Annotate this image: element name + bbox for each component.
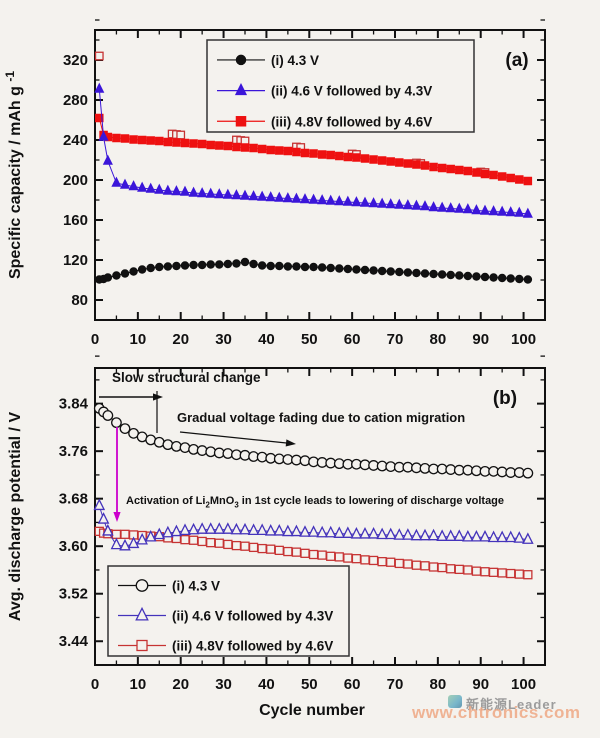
svg-text:3.60: 3.60	[59, 538, 88, 555]
svg-text:3.68: 3.68	[59, 491, 88, 508]
svg-text:30: 30	[215, 331, 232, 348]
svg-text:10: 10	[130, 331, 147, 348]
svg-text:3.44: 3.44	[59, 633, 89, 650]
y-tick-labels: 3.44 3.52 3.60 3.68 3.76 3.84	[59, 396, 89, 651]
legend-label: (ii) 4.6 V followed by 4.3V	[271, 84, 432, 99]
series--i-4.3-v	[93, 402, 534, 479]
legend-label: (iii) 4.8V followed by 4.6V	[271, 114, 432, 129]
y-axis-title-a: Specific capacity / mAh g -1	[3, 71, 24, 279]
svg-text:70: 70	[387, 676, 404, 693]
svg-text:40: 40	[258, 676, 275, 693]
svg-text:50: 50	[301, 331, 318, 348]
svg-text:100: 100	[511, 676, 536, 693]
svg-text:160: 160	[63, 212, 88, 229]
svg-text:0: 0	[91, 676, 99, 693]
svg-text:20: 20	[172, 331, 189, 348]
legend-label: (i) 4.3 V	[271, 53, 319, 68]
series--i-4.3-v	[95, 257, 533, 284]
panel-label-b: (b)	[493, 388, 517, 409]
activation-label: Activation of Li2MnO3 in 1st cycle leads…	[126, 495, 504, 510]
slow-structural-change-arrow	[99, 393, 163, 401]
svg-text:100: 100	[511, 331, 536, 348]
y-tick-labels: 80 120 160 200 240 280 320	[63, 52, 88, 309]
svg-text:80: 80	[71, 292, 88, 309]
axes-frame	[94, 367, 546, 666]
svg-text:70: 70	[387, 331, 404, 348]
x-tick-labels: 0 10 20 30 40 50 60 70 80 90 100	[91, 331, 536, 348]
axes-frame	[94, 29, 546, 321]
svg-text:3.84: 3.84	[59, 396, 89, 413]
svg-text:60: 60	[344, 676, 361, 693]
voltage-fading-arrow	[179, 431, 296, 447]
svg-text:240: 240	[63, 132, 88, 149]
ticks	[94, 355, 545, 665]
svg-text:40: 40	[258, 331, 275, 348]
y-axis-title-b: Avg. discharge potential / V	[7, 412, 24, 622]
svg-text:50: 50	[301, 676, 318, 693]
series--ii-4.6-v-followed-by-4.3v	[93, 498, 534, 551]
x-axis-title: Cycle number	[259, 702, 365, 719]
slow-structural-change-label: Slow structural change	[112, 370, 261, 385]
legend-label: (iii) 4.8V followed by 4.6V	[172, 639, 333, 654]
series--ii-4.6-v-followed-by-4.3v	[94, 82, 533, 218]
svg-text:320: 320	[63, 52, 88, 69]
svg-text:90: 90	[472, 331, 489, 348]
svg-text:30: 30	[215, 676, 232, 693]
series--iii-4.8v-followed-by-4.6v	[95, 113, 533, 186]
svg-text:0: 0	[91, 331, 99, 348]
svg-text:3.52: 3.52	[59, 586, 88, 603]
svg-text:120: 120	[63, 252, 88, 269]
panel-label-a: (a)	[505, 50, 528, 71]
svg-text:20: 20	[172, 676, 189, 693]
activation-arrow	[113, 427, 121, 522]
x-tick-labels: 0 10 20 30 40 50 60 70 80 90 100	[91, 676, 536, 693]
legend-label: (ii) 4.6 V followed by 4.3V	[172, 609, 333, 624]
svg-text:280: 280	[63, 92, 88, 109]
svg-text:200: 200	[63, 172, 88, 189]
svg-text:3.76: 3.76	[59, 443, 88, 460]
legend-a: (i) 4.3 V (ii) 4.6 V followed by 4.3V (iii…	[206, 39, 475, 133]
panel-b: 0 10 20 30 40 50 60 70 80 90 1003.443.523.603.683.…	[7, 355, 546, 719]
voltage-fading-label: Gradual voltage fading due to cation mig…	[177, 410, 465, 425]
panel-a: 0 10 20 30 40 50 60 70 80 90 100 80 120 160 200 240 280 3…	[3, 19, 546, 348]
legend-b: (i) 4.3 V (ii) 4.6 V followed by 4.3V (iii…	[107, 565, 350, 657]
svg-text:80: 80	[430, 331, 447, 348]
svg-text:10: 10	[130, 676, 147, 693]
svg-text:90: 90	[472, 676, 489, 693]
svg-text:60: 60	[344, 331, 361, 348]
svg-text:80: 80	[430, 676, 447, 693]
ticks	[94, 19, 545, 320]
legend-label: (i) 4.3 V	[172, 579, 220, 594]
